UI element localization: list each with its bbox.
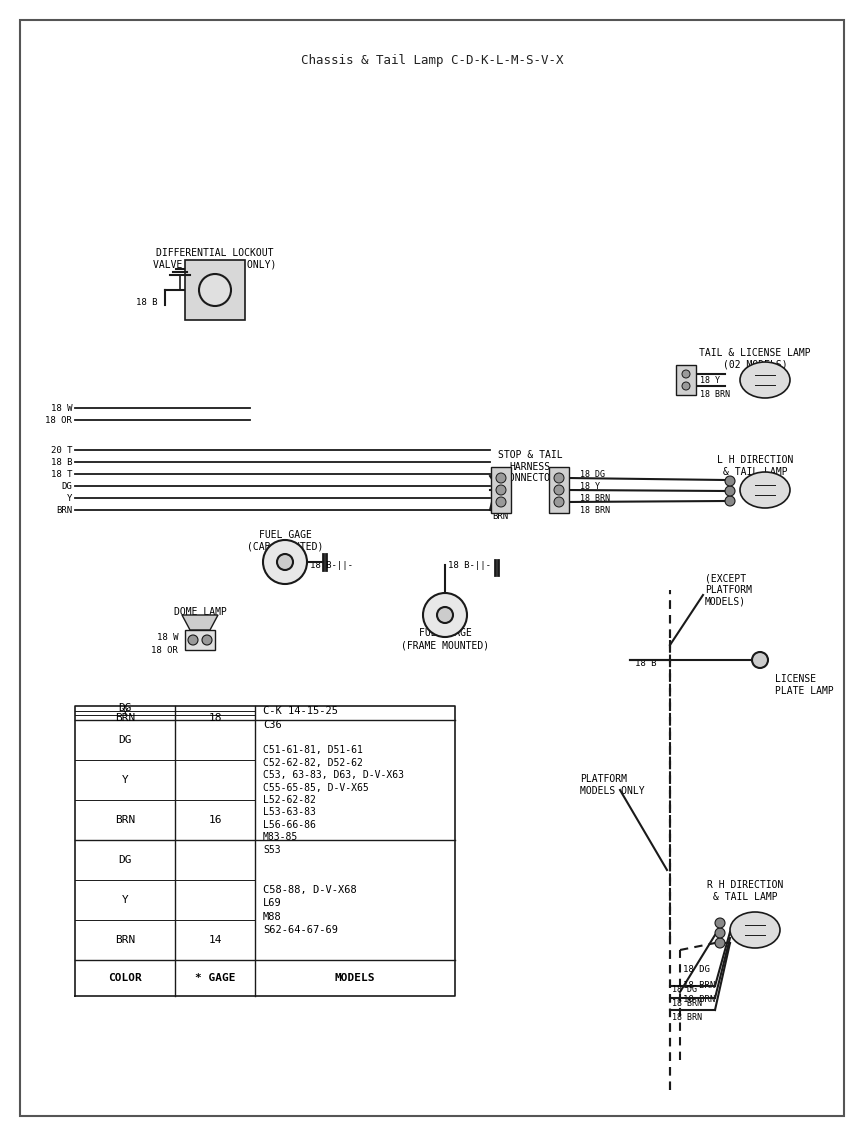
Circle shape — [202, 635, 212, 645]
FancyBboxPatch shape — [491, 467, 511, 513]
Text: 18 B: 18 B — [635, 659, 657, 668]
Circle shape — [715, 928, 725, 938]
Text: BRN: BRN — [492, 511, 508, 520]
Text: DIFFERENTIAL LOCKOUT
VALVE ASM (M 80 ONLY): DIFFERENTIAL LOCKOUT VALVE ASM (M 80 ONL… — [153, 248, 276, 269]
FancyBboxPatch shape — [185, 260, 245, 320]
Circle shape — [725, 496, 735, 506]
Text: 16: 16 — [208, 815, 222, 825]
Ellipse shape — [730, 912, 780, 949]
Text: * GAGE: * GAGE — [194, 974, 235, 983]
Circle shape — [277, 554, 293, 570]
Text: R H DIRECTION
& TAIL LAMP: R H DIRECTION & TAIL LAMP — [707, 880, 783, 902]
Circle shape — [437, 607, 453, 623]
Text: C58-88, D-V-X68
L69
M88
S62-64-67-69: C58-88, D-V-X68 L69 M88 S62-64-67-69 — [263, 885, 357, 935]
Text: 20 T: 20 T — [50, 445, 72, 454]
Text: MODELS: MODELS — [334, 974, 375, 983]
FancyBboxPatch shape — [676, 365, 696, 395]
Text: 18 BRN: 18 BRN — [672, 1000, 702, 1009]
Text: 18 DG: 18 DG — [672, 986, 697, 994]
Circle shape — [263, 540, 307, 584]
Text: Y: Y — [67, 493, 72, 502]
Text: 18 BRN: 18 BRN — [683, 980, 715, 989]
Circle shape — [199, 274, 231, 306]
Text: DG: DG — [61, 482, 72, 491]
Text: 18: 18 — [208, 712, 222, 722]
Text: LICENSE
PLATE LAMP: LICENSE PLATE LAMP — [775, 674, 834, 695]
Text: C-K 14-15-25
C36: C-K 14-15-25 C36 — [263, 707, 338, 729]
Text: BRN: BRN — [56, 506, 72, 515]
Circle shape — [752, 652, 768, 668]
Text: TAIL & LICENSE LAMP
(02 MODELS): TAIL & LICENSE LAMP (02 MODELS) — [699, 348, 810, 369]
Text: PLATFORM
MODELS ONLY: PLATFORM MODELS ONLY — [580, 775, 645, 796]
FancyBboxPatch shape — [549, 467, 569, 513]
Text: 18 Y: 18 Y — [580, 482, 600, 491]
Circle shape — [725, 476, 735, 486]
Text: Y: Y — [122, 895, 129, 905]
Ellipse shape — [740, 362, 790, 398]
Circle shape — [554, 498, 564, 507]
Circle shape — [423, 593, 467, 637]
Circle shape — [496, 498, 506, 507]
Circle shape — [715, 918, 725, 928]
Text: DG: DG — [118, 855, 131, 864]
Text: FUEL GAGE
(CAB MOUNTED): FUEL GAGE (CAB MOUNTED) — [247, 531, 323, 552]
Text: 18 OR: 18 OR — [151, 645, 178, 654]
FancyBboxPatch shape — [20, 20, 844, 1116]
Circle shape — [188, 635, 198, 645]
Circle shape — [496, 485, 506, 495]
Text: 18 B-||-: 18 B-||- — [448, 560, 491, 569]
FancyBboxPatch shape — [185, 630, 215, 650]
Text: DG: DG — [492, 476, 503, 484]
Polygon shape — [182, 615, 218, 630]
Text: 18 DG: 18 DG — [683, 966, 710, 975]
Text: 14: 14 — [208, 935, 222, 945]
Text: 18 B: 18 B — [50, 458, 72, 467]
Text: 18 BRN: 18 BRN — [672, 1013, 702, 1022]
Text: COLOR: COLOR — [108, 974, 142, 983]
Text: Y: Y — [492, 492, 498, 501]
Text: Y: Y — [122, 708, 129, 718]
Text: 18 BRN: 18 BRN — [580, 493, 610, 502]
Text: DG: DG — [118, 735, 131, 745]
Ellipse shape — [740, 471, 790, 508]
Circle shape — [682, 382, 690, 390]
Text: 18 T: 18 T — [50, 469, 72, 478]
Text: 18 Y: 18 Y — [700, 376, 720, 384]
Text: 18 B: 18 B — [136, 298, 157, 307]
Text: 18 BRN: 18 BRN — [580, 506, 610, 515]
Text: STOP & TAIL
HARNESS
CONNECTOR: STOP & TAIL HARNESS CONNECTOR — [498, 450, 562, 483]
Text: C51-61-81, D51-61
C52-62-82, D52-62
C53, 63-83, D63, D-V-X63
C55-65-85, D-V-X65
: C51-61-81, D51-61 C52-62-82, D52-62 C53,… — [263, 745, 404, 854]
Circle shape — [715, 938, 725, 949]
Text: 18 BRN: 18 BRN — [683, 995, 715, 1004]
Text: L H DIRECTION
& TAIL LAMP: L H DIRECTION & TAIL LAMP — [717, 456, 793, 477]
Text: FUEL GAGE
(FRAME MOUNTED): FUEL GAGE (FRAME MOUNTED) — [401, 628, 489, 650]
Circle shape — [554, 485, 564, 495]
Text: 18 B-||-: 18 B-||- — [310, 560, 353, 569]
Text: 18 BRN: 18 BRN — [700, 390, 730, 399]
Circle shape — [554, 473, 564, 483]
Text: BRN: BRN — [115, 712, 135, 722]
Text: 18 OR: 18 OR — [45, 416, 72, 425]
Text: DG: DG — [118, 703, 131, 713]
Text: 18 W: 18 W — [156, 633, 178, 642]
Text: 18 W: 18 W — [50, 403, 72, 412]
Text: DOME LAMP: DOME LAMP — [174, 607, 226, 617]
Circle shape — [496, 473, 506, 483]
Text: BRN: BRN — [115, 815, 135, 825]
Text: Y: Y — [122, 775, 129, 785]
Text: BRN: BRN — [115, 935, 135, 945]
Text: Chassis & Tail Lamp C-D-K-L-M-S-V-X: Chassis & Tail Lamp C-D-K-L-M-S-V-X — [301, 53, 563, 67]
Text: (EXCEPT
PLATFORM
MODELS): (EXCEPT PLATFORM MODELS) — [705, 574, 752, 607]
Text: 18 DG: 18 DG — [580, 469, 605, 478]
Circle shape — [682, 370, 690, 378]
Circle shape — [725, 486, 735, 496]
